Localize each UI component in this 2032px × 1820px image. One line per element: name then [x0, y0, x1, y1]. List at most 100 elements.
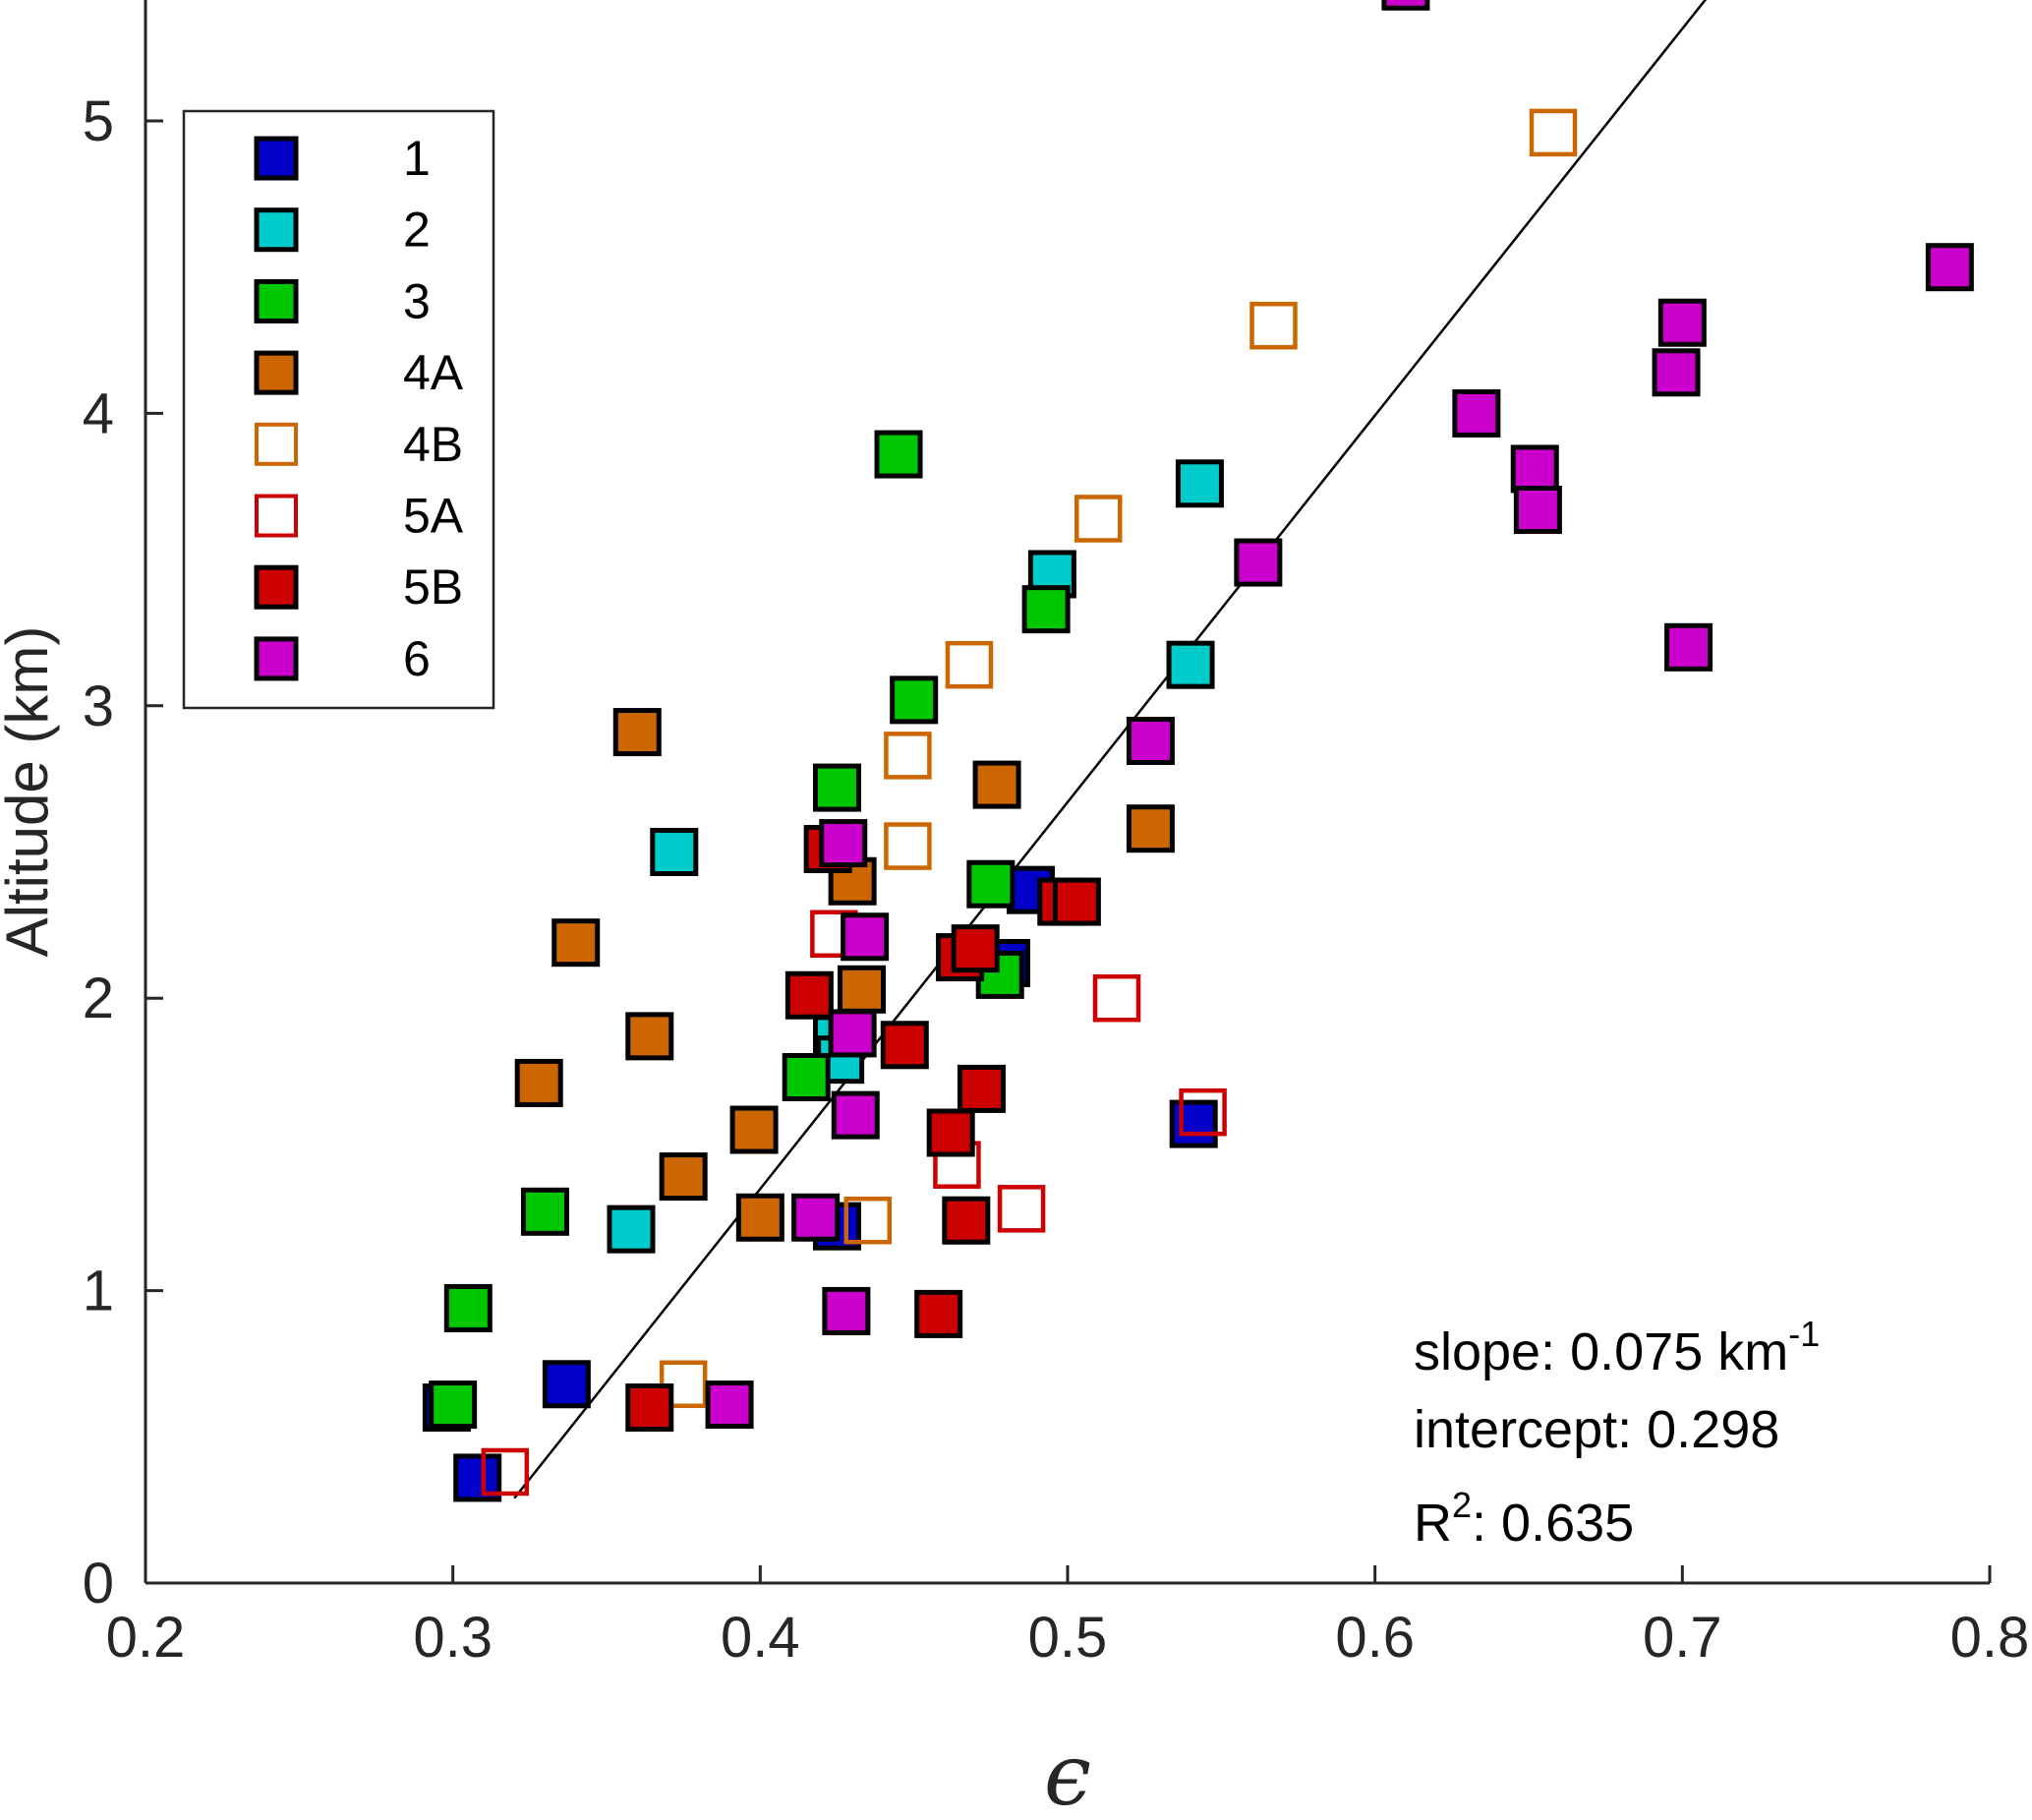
y-axis-label: Altitude (km): [0, 626, 60, 958]
slope-superscript: -1: [1788, 1314, 1820, 1354]
legend-marker-2: [254, 207, 299, 253]
data-point-series-4B: [884, 822, 932, 870]
data-point-series-4A: [552, 918, 601, 968]
y-tick-label: 5: [83, 89, 114, 153]
slope-label: slope: 0.075 km: [1414, 1322, 1788, 1381]
data-point-series-5B: [942, 1196, 991, 1245]
r2-value: : 0.635: [1472, 1494, 1634, 1553]
data-point-series-5B: [914, 1289, 963, 1338]
data-point-series-4B: [884, 732, 932, 780]
data-point-series-5A: [481, 1447, 530, 1497]
y-tick-label: 2: [83, 967, 114, 1030]
x-tick-label: 0.7: [1643, 1606, 1722, 1670]
r2-label: R: [1414, 1494, 1452, 1553]
data-point-series-4A: [735, 1193, 784, 1242]
x-tick-label: 0.8: [1950, 1606, 2030, 1670]
legend-marker-3: [254, 278, 299, 323]
data-point-series-3: [890, 675, 939, 725]
data-point-series-6: [831, 1090, 880, 1140]
legend-label-4A: 4A: [403, 345, 464, 400]
data-point-series-4A: [612, 708, 662, 757]
data-point-series-4B: [945, 640, 994, 689]
x-tick-label: 0.2: [106, 1606, 186, 1670]
legend-label-4B: 4B: [403, 417, 463, 472]
data-point-series-4B: [1074, 495, 1123, 543]
data-point-series-4B: [1529, 108, 1578, 157]
data-point-series-6: [1126, 716, 1175, 765]
data-point-series-6: [822, 1286, 871, 1335]
data-point-series-5B: [957, 1064, 1006, 1113]
data-point-series-4A: [838, 965, 887, 1014]
x-tick-label: 0.4: [721, 1606, 800, 1670]
data-point-series-2: [1166, 640, 1215, 689]
x-ticks: 0.2 0.3 0.4 0.5 0.6 0.7 0.8: [106, 1565, 2030, 1670]
data-point-series-6: [791, 1193, 841, 1242]
data-point-series-4A: [659, 1152, 708, 1202]
data-point-series-6: [1510, 444, 1559, 494]
data-point-series-6: [1452, 388, 1501, 438]
data-point-series-2: [650, 828, 699, 876]
slope-text: slope: 0.075 km-1: [1414, 1314, 1820, 1381]
data-point-series-6: [1664, 622, 1713, 672]
data-point-series-5B: [1052, 877, 1101, 926]
data-point-series-6: [841, 912, 890, 962]
data-points: [422, 0, 1974, 1502]
data-point-series-3: [874, 430, 923, 479]
legend: 1 2 3 4A 4B 5A 5B 6: [182, 109, 495, 710]
legend-box: [182, 109, 495, 710]
data-point-series-5A: [1179, 1087, 1227, 1137]
data-point-series-1: [1169, 1099, 1218, 1148]
data-point-series-3: [443, 1283, 493, 1332]
fit-statistics: slope: 0.075 km-1 intercept: 0.298 R2: 0…: [1414, 1314, 1820, 1553]
legend-marker-4A: [254, 350, 299, 395]
data-point-series-6: [1381, 0, 1430, 11]
intercept-text: intercept: 0.298: [1414, 1400, 1779, 1459]
data-point-series-4A: [1126, 804, 1175, 853]
data-point-series-6: [1657, 298, 1707, 347]
data-point-series-4B: [1249, 301, 1298, 350]
data-point-series-6: [705, 1380, 754, 1430]
data-point-series-6: [828, 1009, 877, 1058]
data-point-series-5B: [926, 1108, 975, 1157]
data-point-series-6: [1513, 486, 1562, 535]
data-point-series-4B: [843, 1196, 893, 1245]
data-point-series-6: [1234, 538, 1283, 587]
data-point-series-6: [819, 819, 868, 868]
y-tick-label: 3: [83, 675, 114, 738]
legend-label-5B: 5B: [403, 559, 463, 615]
data-point-series-3: [813, 763, 861, 812]
data-point-series-6: [1925, 243, 1974, 292]
legend-marker-6: [254, 636, 299, 681]
y-ticks: 0 1 2 3 4 5: [83, 89, 163, 1615]
legend-label-2: 2: [403, 203, 431, 258]
x-axis-label: ϵ: [1044, 1727, 1091, 1820]
x-tick-label: 0.5: [1028, 1606, 1108, 1670]
y-tick-label: 0: [83, 1552, 114, 1615]
legend-marker-1: [254, 136, 299, 181]
legend-marker-4B: [255, 422, 298, 466]
data-point-series-3: [782, 1052, 831, 1101]
data-point-series-3: [520, 1187, 569, 1236]
legend-label-3: 3: [403, 273, 431, 328]
data-point-series-1: [542, 1360, 591, 1409]
data-point-series-5A: [1092, 973, 1141, 1023]
data-point-series-4A: [514, 1058, 563, 1107]
data-point-series-5B: [951, 924, 1000, 973]
data-point-series-2: [607, 1204, 656, 1254]
legend-label-6: 6: [403, 631, 431, 686]
data-point-series-5B: [625, 1383, 674, 1433]
data-point-series-3: [966, 859, 1016, 909]
data-point-series-5B: [784, 970, 834, 1020]
data-point-series-4A: [729, 1105, 779, 1154]
data-point-series-3: [429, 1380, 478, 1430]
data-point-series-5B: [880, 1021, 929, 1070]
legend-label-5A: 5A: [403, 489, 464, 544]
data-point-series-3: [1021, 585, 1071, 634]
legend-marker-5A: [255, 494, 298, 538]
y-tick-label: 4: [83, 382, 114, 445]
data-point-series-4A: [972, 760, 1021, 809]
data-point-series-6: [1652, 348, 1701, 397]
r2-superscript: 2: [1452, 1485, 1472, 1525]
data-point-series-5A: [997, 1185, 1046, 1233]
